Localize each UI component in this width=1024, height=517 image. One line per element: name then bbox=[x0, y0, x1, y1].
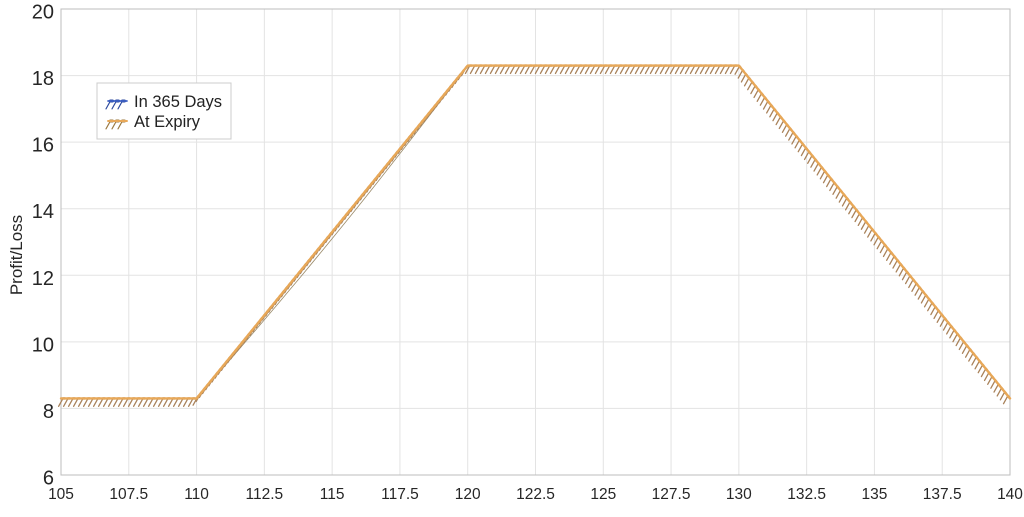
svg-text:8: 8 bbox=[43, 401, 54, 423]
svg-text:16: 16 bbox=[32, 135, 54, 157]
svg-text:117.5: 117.5 bbox=[381, 486, 419, 503]
svg-text:In 365 Days: In 365 Days bbox=[134, 93, 222, 111]
svg-text:14: 14 bbox=[32, 201, 54, 223]
svg-text:125: 125 bbox=[590, 486, 616, 503]
svg-text:112.5: 112.5 bbox=[246, 486, 284, 503]
svg-text:18: 18 bbox=[32, 68, 54, 90]
svg-text:At Expiry: At Expiry bbox=[134, 113, 201, 131]
svg-text:120: 120 bbox=[455, 486, 481, 503]
svg-text:10: 10 bbox=[32, 334, 54, 356]
svg-text:130: 130 bbox=[726, 486, 752, 503]
svg-text:110: 110 bbox=[184, 486, 209, 503]
svg-text:127.5: 127.5 bbox=[652, 486, 691, 503]
svg-text:6: 6 bbox=[43, 468, 54, 490]
svg-text:Profit/Loss: Profit/Loss bbox=[7, 215, 26, 295]
svg-text:140: 140 bbox=[997, 486, 1023, 503]
svg-text:107.5: 107.5 bbox=[109, 486, 148, 503]
svg-text:12: 12 bbox=[32, 268, 54, 290]
svg-text:115: 115 bbox=[320, 486, 345, 503]
svg-text:132.5: 132.5 bbox=[787, 486, 826, 503]
svg-text:135: 135 bbox=[861, 486, 887, 503]
svg-text:137.5: 137.5 bbox=[923, 486, 962, 503]
svg-text:122.5: 122.5 bbox=[516, 486, 555, 503]
svg-text:20: 20 bbox=[32, 2, 54, 24]
